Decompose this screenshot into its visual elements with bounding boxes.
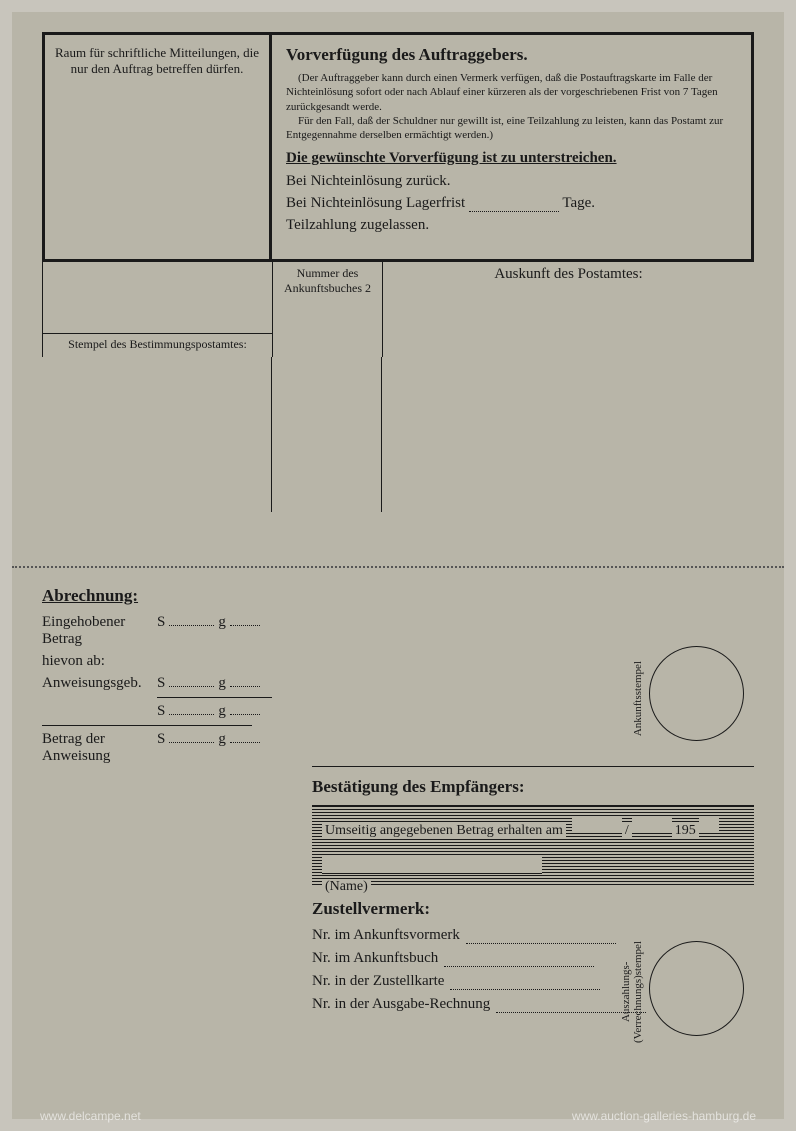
hr-2 bbox=[42, 725, 252, 726]
calc-g-1: g bbox=[218, 614, 226, 631]
top-boxes-row: Raum für schriftliche Mitteilungen, die … bbox=[42, 32, 754, 262]
option-2b: Tage. bbox=[562, 195, 595, 211]
mitteilungen-box: Raum für schriftliche Mitteilungen, die … bbox=[42, 32, 272, 262]
stempel-area: Stempel des Bestimmungspostamtes: bbox=[43, 262, 273, 357]
ankunftsstempel-label: Ankunftsstempel bbox=[632, 661, 644, 736]
hr-1 bbox=[157, 697, 272, 698]
nummer-area: Nummer des Ankunftsbuches 2 bbox=[273, 262, 383, 357]
calc-fill-s3[interactable] bbox=[169, 686, 214, 687]
bestatigung-title: Bestätigung des Empfängers: bbox=[312, 777, 754, 797]
name-label: (Name) bbox=[322, 879, 371, 894]
auskunft-area: Auskunft des Postamtes: bbox=[383, 262, 754, 357]
zustell-label-1: Nr. im Ankunftsvormerk bbox=[312, 927, 460, 944]
auszahlungsstempel-label: Auszahlungs- (Verrechnungs)stempel bbox=[620, 941, 644, 1043]
zustell-fill-3[interactable] bbox=[450, 973, 600, 990]
calc-row-5: Betrag der Anweisung S g bbox=[42, 731, 282, 765]
vorverfuegung-underline: Die gewünschte Vorverfügung ist zu unter… bbox=[286, 150, 737, 167]
calc-row-2: hievon ab: bbox=[42, 653, 282, 670]
zustell-fill-1[interactable] bbox=[466, 927, 616, 944]
calc-g-4: g bbox=[218, 703, 226, 720]
calc-g-5: g bbox=[218, 731, 226, 748]
calc-fill-g4[interactable] bbox=[230, 714, 260, 715]
upper-half: Raum für schriftliche Mitteilungen, die … bbox=[12, 12, 784, 566]
calc-fill-g1[interactable] bbox=[230, 625, 260, 626]
calc-label-3: Anweisungsgeb. bbox=[42, 675, 157, 692]
zustell-fill-2[interactable] bbox=[444, 950, 594, 967]
name-field[interactable] bbox=[322, 856, 542, 874]
calc-label-2: hievon ab: bbox=[42, 653, 157, 670]
abrechnung-title: Abrechnung: bbox=[42, 586, 282, 606]
bestatigung-line1: Umseitig angegebenen Betrag erhalten am … bbox=[322, 816, 744, 836]
vorverfuegung-title: Vorverfügung des Auftraggebers. bbox=[286, 45, 737, 65]
calc-g-3: g bbox=[218, 675, 226, 692]
calc-fill-s1[interactable] bbox=[169, 625, 214, 626]
middle-row: Stempel des Bestimmungspostamtes: Nummer… bbox=[42, 262, 754, 357]
calc-fill-s5[interactable] bbox=[169, 742, 214, 743]
mitteilungen-text: Raum für schriftliche Mitteilungen, die … bbox=[55, 45, 259, 76]
date-field-2[interactable] bbox=[632, 816, 672, 834]
date-slash: / bbox=[622, 823, 632, 839]
calc-s-1: S bbox=[157, 614, 165, 631]
ankunftsstempel-circle bbox=[649, 646, 744, 741]
calc-row-3: Anweisungsgeb. S g bbox=[42, 675, 282, 692]
lower-half: Abrechnung: Eingehobener Betrag S g hiev… bbox=[12, 566, 784, 1120]
calc-label-1: Eingehobener Betrag bbox=[42, 614, 157, 648]
option-2: Bei Nichteinlösung Lagerfrist Tage. bbox=[286, 195, 737, 212]
zustell-label-2: Nr. im Ankunftsbuch bbox=[312, 950, 438, 967]
cont-left bbox=[42, 357, 272, 512]
option-2a: Bei Nichteinlösung Lagerfrist bbox=[286, 195, 465, 211]
divider-1 bbox=[312, 766, 754, 767]
bestatigung-text: Umseitig angegebenen Betrag erhalten am bbox=[322, 823, 566, 839]
year-field[interactable] bbox=[699, 816, 719, 834]
cont-mid bbox=[272, 357, 382, 512]
calc-s-4: S bbox=[157, 703, 165, 720]
vlabel2b: (Verrechnungs)stempel bbox=[632, 941, 644, 1043]
calc-s-3: S bbox=[157, 675, 165, 692]
zustell-label-4: Nr. in der Ausgabe-Rechnung bbox=[312, 996, 490, 1013]
calc-fill-g5[interactable] bbox=[230, 742, 260, 743]
bestatigung-box: Umseitig angegebenen Betrag erhalten am … bbox=[312, 805, 754, 885]
calc-row-1: Eingehobener Betrag S g bbox=[42, 614, 282, 648]
auszahlungsstempel-circle bbox=[649, 941, 744, 1036]
option-1: Bei Nichteinlösung zurück. bbox=[286, 173, 737, 190]
calc-fill-g3[interactable] bbox=[230, 686, 260, 687]
calc-label-5: Betrag der Anweisung bbox=[42, 731, 157, 765]
calc-fill-s4[interactable] bbox=[169, 714, 214, 715]
postal-form-document: Raum für schriftliche Mitteilungen, die … bbox=[12, 12, 784, 1119]
abrechnung-section: Abrechnung: Eingehobener Betrag S g hiev… bbox=[42, 586, 282, 765]
vlabel2a: Auszahlungs- bbox=[620, 961, 632, 1022]
year-prefix: 195 bbox=[672, 823, 699, 839]
stempel-label: Stempel des Bestimmungspostamtes: bbox=[43, 333, 272, 352]
zustell-title: Zustellvermerk: bbox=[312, 899, 754, 919]
vorverfuegung-para2: Für den Fall, daß der Schuldner nur gewi… bbox=[286, 114, 737, 143]
calc-s-5: S bbox=[157, 731, 165, 748]
watermark-left: www.delcampe.net bbox=[40, 1109, 141, 1123]
watermark-right: www.auction-galleries-hamburg.de bbox=[572, 1109, 756, 1123]
option-2-fill[interactable] bbox=[469, 211, 559, 212]
zustell-label-3: Nr. in der Zustellkarte bbox=[312, 973, 444, 990]
bestatigung-line2: (Name) bbox=[322, 856, 744, 876]
vorverfuegung-box: Vorverfügung des Auftraggebers. (Der Auf… bbox=[272, 32, 754, 262]
continuation-row bbox=[42, 357, 754, 512]
cont-right bbox=[382, 357, 754, 512]
option-3: Teilzahlung zugelassen. bbox=[286, 217, 737, 234]
calc-row-4: S g bbox=[42, 703, 282, 720]
vorverfuegung-para1: (Der Auftraggeber kann durch einen Verme… bbox=[286, 71, 737, 114]
date-field-1[interactable] bbox=[572, 816, 622, 834]
